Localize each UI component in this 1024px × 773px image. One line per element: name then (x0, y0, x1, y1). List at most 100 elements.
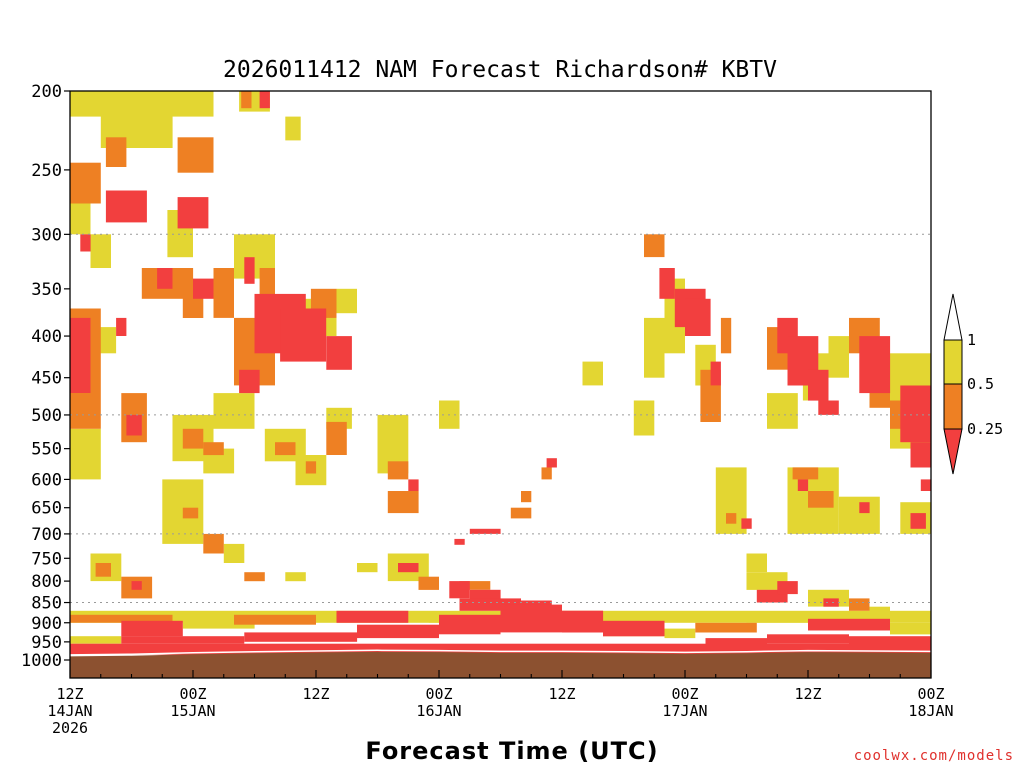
ri-cell (357, 563, 378, 573)
ri-cell (510, 507, 532, 519)
x-tick-label: 00Z (425, 685, 452, 703)
y-tick-label: 900 (31, 614, 62, 634)
ri-cell (203, 442, 224, 456)
legend-swatch-0.25-0.5 (943, 383, 963, 430)
ri-cell (131, 581, 142, 590)
x-tick-label: 16JAN (416, 702, 461, 720)
ri-cell (900, 385, 931, 443)
x-tick-label: 12Z (56, 685, 83, 703)
ri-cell (241, 91, 252, 109)
y-tick-label: 650 (31, 499, 62, 519)
y-tick-label: 750 (31, 549, 62, 569)
ri-cell (213, 268, 234, 318)
legend-label: 1 (967, 331, 976, 349)
ground-surface-line (70, 649, 931, 656)
ri-cell (710, 361, 721, 386)
y-tick-label: 950 (31, 633, 62, 653)
credit-text: coolwx.com/models (854, 748, 1014, 764)
ri-cell (234, 614, 316, 625)
ri-cell (213, 393, 255, 429)
ri-cell (275, 442, 296, 456)
y-tick-label: 700 (31, 525, 62, 545)
ri-cell (387, 491, 419, 514)
legend: 1 0.5 0.25 (943, 293, 1003, 475)
ri-cell (792, 467, 819, 480)
y-tick-label: 450 (31, 369, 62, 389)
ri-cell (546, 458, 557, 468)
ri-cell (259, 268, 275, 299)
ri-cell (705, 638, 767, 646)
ri-cell (182, 428, 204, 449)
ri-cell (633, 400, 655, 436)
ri-cell (859, 336, 891, 394)
ri-cell (239, 369, 260, 394)
ri-cell (223, 543, 245, 563)
ri-cell (695, 622, 757, 633)
ri-cell (285, 116, 301, 141)
ri-cell (849, 598, 870, 611)
ri-cell (644, 317, 665, 378)
ri-cell (521, 491, 532, 503)
ri-cell (336, 288, 357, 314)
ri-cell (741, 518, 752, 529)
ri-cell (177, 137, 214, 173)
ri-cell (439, 614, 501, 635)
ri-cell (808, 369, 829, 401)
ri-cell (70, 317, 91, 393)
y-tick-label: 850 (31, 594, 62, 614)
y-tick-label: 600 (31, 470, 62, 490)
legend-swatch-0.5-1 (943, 339, 963, 385)
y-tick-label: 350 (31, 280, 62, 300)
ri-cell (890, 622, 931, 635)
x-axis-title: Forecast Time (UTC) (365, 737, 658, 765)
ri-cell (823, 598, 839, 607)
ri-cell (177, 197, 209, 229)
ri-cell (126, 414, 142, 436)
y-tick-label: 500 (31, 406, 62, 426)
ri-cell (767, 634, 849, 644)
ri-cell (116, 317, 127, 336)
ri-cell (70, 614, 173, 623)
ri-cell (859, 502, 870, 514)
ri-cell (70, 643, 931, 655)
y-tick-label: 800 (31, 572, 62, 592)
ri-cell (685, 298, 711, 336)
chart-title: 2026011412 NAM Forecast Richardson# KBTV (223, 57, 777, 83)
ri-cell (105, 137, 127, 167)
y-tick-label: 300 (31, 225, 62, 245)
ri-cell (244, 257, 255, 284)
x-tick-label: 14JAN (47, 702, 92, 720)
ri-cell (777, 581, 798, 595)
ri-cell (562, 610, 603, 633)
x-tick-label: 15JAN (170, 702, 215, 720)
x-tick-label: 12Z (794, 685, 821, 703)
ri-cell (746, 614, 808, 623)
ri-cell (454, 538, 465, 545)
legend-label: 0.25 (967, 420, 1003, 438)
ri-cell (910, 513, 926, 529)
ri-cell (469, 528, 501, 534)
ri-cell (326, 336, 352, 370)
ground-fill (70, 651, 931, 678)
ri-cell (244, 632, 358, 642)
ri-cell (746, 553, 767, 573)
ri-cell (869, 606, 890, 615)
ri-cell (285, 572, 306, 582)
data-cells (70, 91, 931, 655)
ground-layer (70, 649, 931, 678)
x-tick-label: 00Z (179, 685, 206, 703)
ri-cell (357, 624, 439, 639)
ri-cell (910, 442, 931, 468)
ri-cell (398, 563, 419, 573)
ri-cell (70, 636, 122, 644)
ri-cell (720, 317, 732, 354)
ri-cell (336, 610, 409, 623)
ri-cell (582, 361, 603, 386)
ri-cell (644, 234, 665, 258)
y-tick-label: 200 (31, 82, 62, 102)
x-tick-label: 12Z (302, 685, 329, 703)
ri-cell (920, 479, 931, 491)
y-tick-label: 550 (31, 440, 62, 460)
